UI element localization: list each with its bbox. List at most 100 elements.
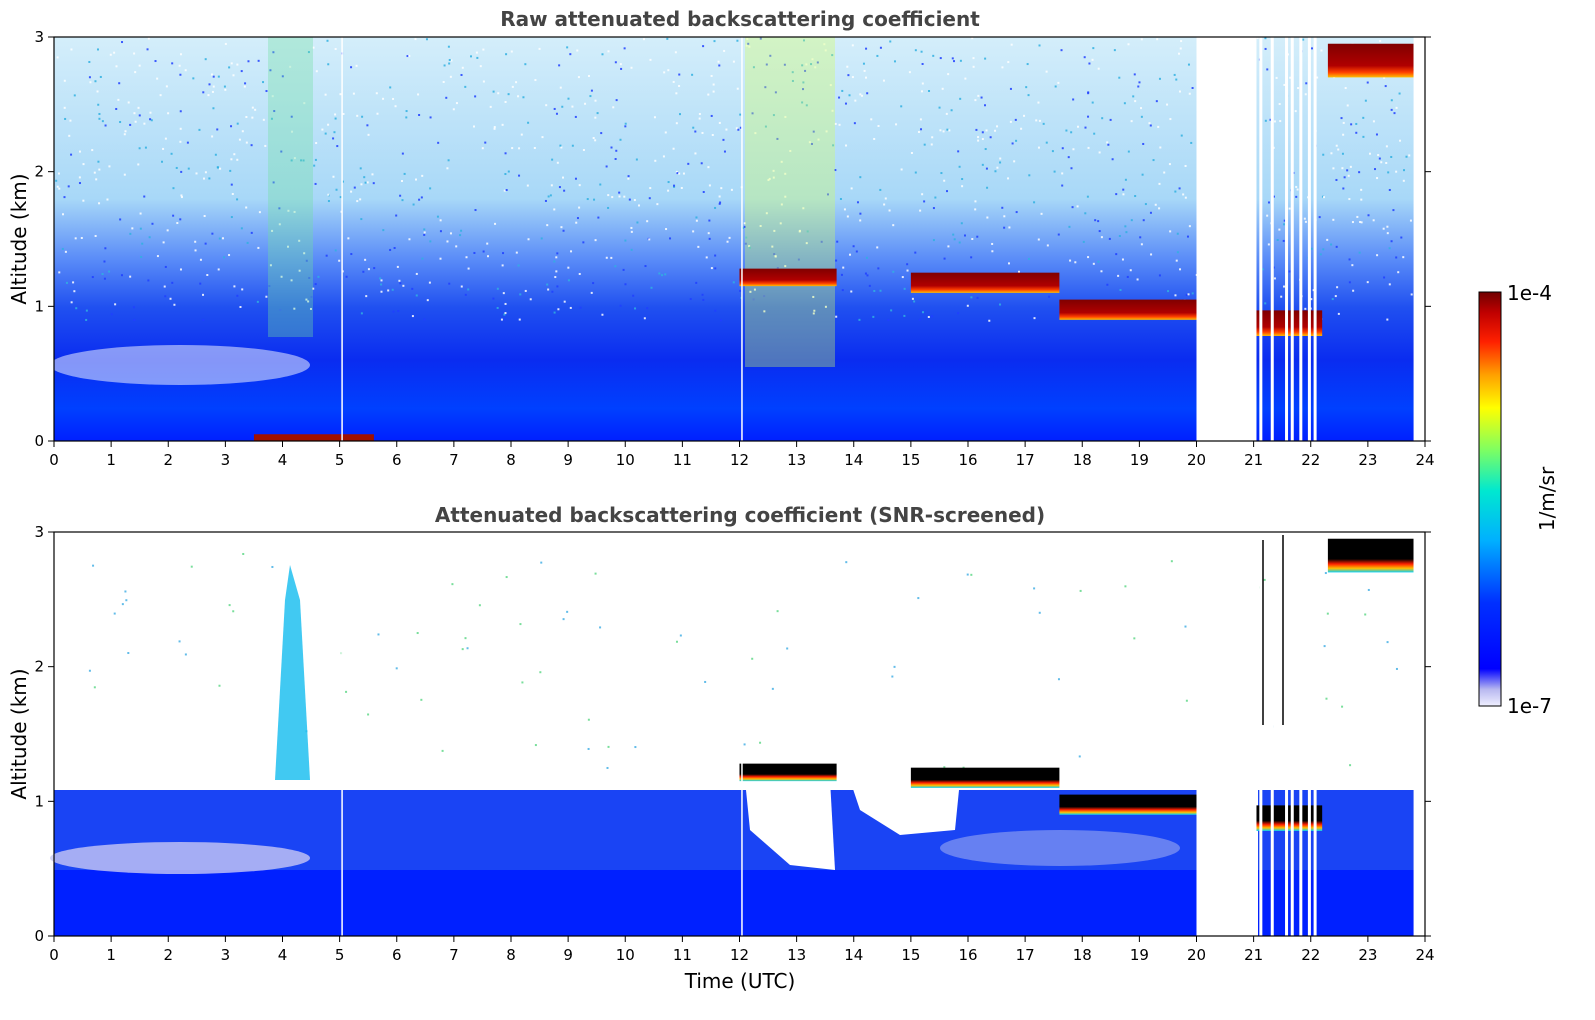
noise-pixel	[672, 80, 675, 83]
plot-area	[50, 36, 1426, 442]
noise-pixel	[55, 179, 58, 182]
noise-pixel	[396, 265, 399, 268]
noise-pixel	[169, 297, 172, 300]
noise-pixel	[1133, 637, 1136, 640]
noise-pixel	[307, 51, 310, 54]
noise-pixel	[1275, 76, 1278, 79]
noise-pixel	[921, 193, 924, 196]
noise-pixel	[1106, 141, 1109, 144]
noise-pixel	[599, 183, 602, 186]
noise-pixel	[673, 184, 676, 187]
data-gap	[341, 37, 343, 441]
noise-pixel	[1037, 146, 1040, 149]
noise-pixel	[1087, 256, 1090, 259]
noise-pixel	[920, 50, 923, 53]
noise-pixel	[1386, 225, 1389, 228]
noise-pixel	[656, 203, 659, 206]
noise-pixel	[946, 128, 949, 131]
noise-pixel	[439, 257, 442, 260]
noise-pixel	[974, 208, 977, 211]
noise-pixel	[1358, 171, 1361, 174]
noise-pixel	[784, 115, 787, 118]
noise-pixel	[587, 747, 590, 750]
noise-pixel	[309, 307, 312, 310]
noise-pixel	[426, 299, 429, 302]
noise-pixel	[392, 97, 395, 100]
noise-pixel	[594, 139, 597, 142]
noise-pixel	[312, 46, 315, 49]
noise-pixel	[133, 52, 136, 55]
noise-pixel	[359, 198, 362, 201]
noise-pixel	[1397, 271, 1400, 274]
colorbar-label: 1/m/sr	[1535, 466, 1559, 531]
noise-pixel	[96, 90, 99, 93]
noise-pixel	[940, 172, 943, 175]
noise-pixel	[873, 289, 876, 292]
noise-pixel	[57, 172, 60, 175]
x-tick-label: 23	[1358, 451, 1377, 469]
noise-pixel	[1166, 103, 1169, 106]
noise-pixel	[643, 317, 646, 320]
x-tick-label: 5	[335, 451, 345, 469]
noise-pixel	[228, 254, 231, 257]
noise-pixel	[450, 59, 453, 62]
noise-pixel	[103, 277, 106, 280]
noise-pixel	[1295, 195, 1298, 198]
noise-pixel	[646, 220, 649, 223]
noise-pixel	[208, 177, 211, 180]
noise-pixel	[350, 190, 353, 193]
noise-pixel	[1109, 118, 1112, 121]
x-tick-label: 11	[673, 451, 692, 469]
noise-pixel	[600, 132, 603, 135]
noise-pixel	[1351, 221, 1354, 224]
noise-pixel	[494, 222, 497, 225]
noise-pixel	[1386, 641, 1389, 644]
noise-pixel	[1136, 278, 1139, 281]
noise-pixel	[305, 259, 308, 262]
noise-pixel	[1305, 82, 1308, 85]
x-tick-label: 1	[106, 946, 116, 964]
noise-pixel	[129, 232, 132, 235]
noise-pixel	[1168, 163, 1171, 166]
noise-pixel	[219, 167, 222, 170]
noise-pixel	[97, 160, 100, 163]
noise-pixel	[665, 228, 668, 231]
noise-pixel	[269, 69, 272, 72]
noise-pixel	[414, 38, 417, 41]
noise-pixel	[959, 59, 962, 62]
noise-pixel	[1324, 572, 1327, 575]
x-tick-label: 6	[392, 451, 402, 469]
noise-pixel	[1087, 146, 1090, 149]
noise-pixel	[976, 235, 979, 238]
noise-pixel	[1001, 206, 1004, 209]
noise-pixel	[1276, 239, 1279, 242]
noise-pixel	[305, 298, 308, 301]
noise-pixel	[230, 125, 233, 128]
noise-pixel	[522, 96, 525, 99]
noise-pixel	[547, 288, 550, 291]
noise-pixel	[1040, 212, 1043, 215]
noise-pixel	[1332, 167, 1335, 170]
noise-pixel	[1366, 281, 1369, 284]
noise-pixel	[773, 229, 776, 232]
noise-pixel	[333, 131, 336, 134]
noise-pixel	[667, 181, 670, 184]
noise-pixel	[1283, 83, 1286, 86]
noise-pixel	[714, 206, 717, 209]
noise-pixel	[859, 212, 862, 215]
x-tick-label: 18	[1073, 946, 1092, 964]
noise-pixel	[1342, 121, 1345, 124]
noise-pixel	[1174, 294, 1177, 297]
noise-pixel	[391, 288, 394, 291]
noise-pixel	[914, 49, 917, 52]
noise-pixel	[1010, 43, 1013, 46]
noise-pixel	[1060, 49, 1063, 52]
noise-pixel	[345, 690, 348, 693]
noise-pixel	[624, 239, 627, 242]
noise-pixel	[569, 306, 572, 309]
noise-pixel	[855, 250, 858, 253]
noise-pixel	[1379, 39, 1382, 42]
noise-pixel	[399, 282, 402, 285]
noise-pixel	[503, 189, 506, 192]
